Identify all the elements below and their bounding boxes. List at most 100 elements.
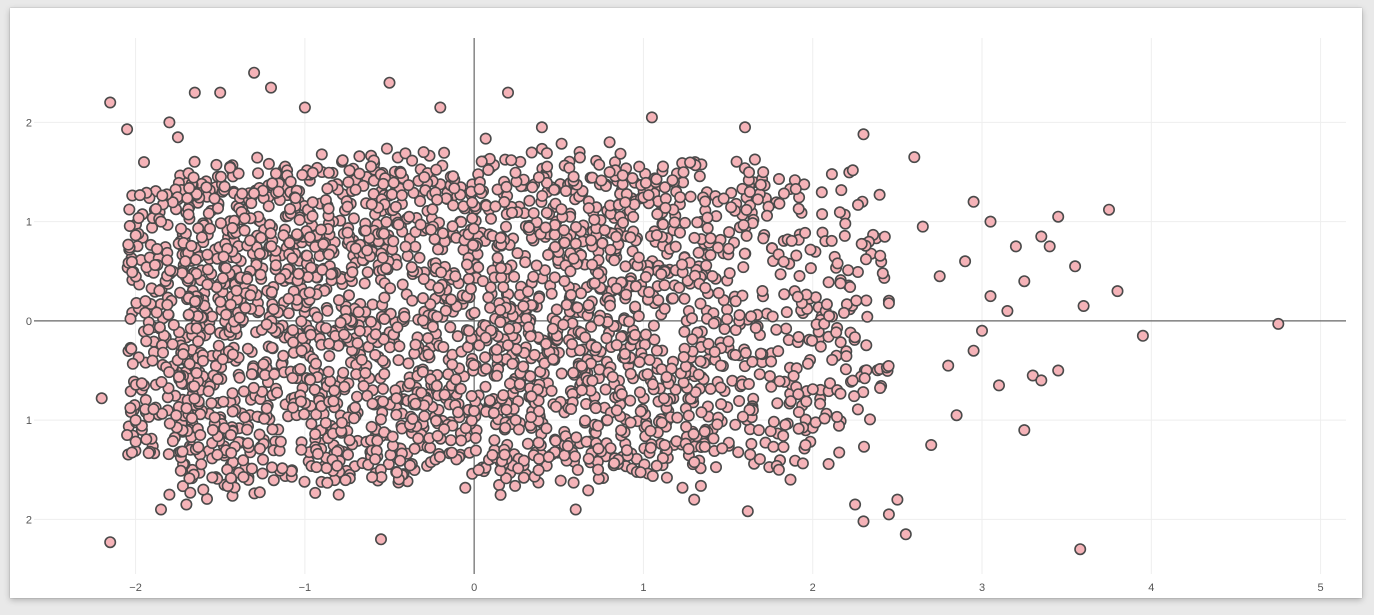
- scatter-point: [532, 405, 545, 418]
- scatter-point: [283, 236, 296, 249]
- scatter-point: [406, 294, 419, 307]
- scatter-point: [568, 450, 581, 463]
- scatter-point: [580, 435, 593, 448]
- scatter-point: [831, 257, 844, 270]
- scatter-point: [723, 267, 736, 280]
- scatter-point: [600, 332, 613, 345]
- scatter-point: [540, 176, 553, 189]
- scatter-point: [835, 184, 848, 197]
- y-tick-label: 2: [26, 514, 32, 526]
- scatter-point: [655, 268, 668, 281]
- scatter-point: [295, 443, 308, 456]
- scatter-point: [226, 348, 239, 361]
- scatter-point: [639, 176, 652, 189]
- scatter-point: [524, 370, 537, 383]
- scatter-point: [541, 160, 554, 173]
- scatter-point: [555, 367, 568, 380]
- scatter-point: [426, 320, 439, 333]
- scatter-point: [464, 282, 477, 295]
- scatter-point: [620, 444, 633, 457]
- scatter-point: [777, 187, 790, 200]
- scatter-point: [623, 315, 636, 328]
- scatter-point: [262, 157, 275, 170]
- scatter-point: [620, 288, 633, 301]
- scatter-point: [293, 213, 306, 226]
- scatter-point: [773, 375, 786, 388]
- scatter-point: [256, 467, 269, 480]
- scatter-point: [677, 350, 690, 363]
- scatter-point: [163, 116, 176, 129]
- y-axis-tick-labels: 2 1 0 1 2: [26, 117, 32, 526]
- scatter-point: [187, 171, 200, 184]
- scatter-point: [494, 303, 507, 316]
- scatter-point: [561, 439, 574, 452]
- scatter-point: [686, 333, 699, 346]
- scatter-point: [238, 411, 251, 424]
- scatter-point: [851, 198, 864, 211]
- scatter-point: [760, 209, 773, 222]
- scatter-point: [416, 314, 429, 327]
- scatter-point: [642, 286, 655, 299]
- scatter-point: [715, 398, 728, 411]
- scatter-point: [328, 384, 341, 397]
- scatter-point: [376, 382, 389, 395]
- scatter-point: [707, 432, 720, 445]
- scatter-point: [245, 197, 258, 210]
- scatter-point: [155, 215, 168, 228]
- scatter-point: [171, 131, 184, 144]
- scatter-point: [799, 438, 812, 451]
- scatter-point: [592, 463, 605, 476]
- scatter-point: [142, 447, 155, 460]
- scatter-point: [573, 151, 586, 164]
- scatter-point: [129, 229, 142, 242]
- scatter-point: [671, 411, 684, 424]
- scatter-point: [785, 234, 798, 247]
- scatter-point: [777, 440, 790, 453]
- scatter-point: [588, 213, 601, 226]
- scatter-point: [416, 292, 429, 305]
- scatter-point: [349, 183, 362, 196]
- scatter-point: [498, 448, 511, 461]
- scatter-point: [525, 146, 538, 159]
- scatter-point: [219, 262, 232, 275]
- scatter-point: [322, 248, 335, 261]
- scatter-point: [842, 264, 855, 277]
- scatter-point: [319, 322, 332, 335]
- scatter-point: [634, 466, 647, 479]
- scatter-point: [745, 437, 758, 450]
- scatter-point: [694, 479, 707, 492]
- scatter-point: [666, 174, 679, 187]
- scatter-point: [369, 328, 382, 341]
- scatter-point: [604, 243, 617, 256]
- scatter-point: [549, 400, 562, 413]
- scatter-point: [546, 322, 559, 335]
- scatter-point: [406, 412, 419, 425]
- scatter-point: [765, 355, 778, 368]
- scatter-point: [393, 340, 406, 353]
- scatter-point: [455, 434, 468, 447]
- scatter-point: [644, 441, 657, 454]
- scatter-point: [163, 488, 176, 501]
- scatter-point: [586, 258, 599, 271]
- scatter-point: [757, 166, 770, 179]
- scatter-point: [984, 215, 997, 228]
- scatter-point: [241, 423, 254, 436]
- scatter-point: [308, 383, 321, 396]
- scatter-point: [660, 471, 673, 484]
- scatter-point: [479, 351, 492, 364]
- scatter-point: [1052, 364, 1065, 377]
- scatter-point: [262, 200, 275, 213]
- scatter-point: [284, 175, 297, 188]
- scatter-point: [899, 528, 912, 541]
- scatter-point: [138, 156, 151, 169]
- scatter-point: [658, 439, 671, 452]
- scatter-point: [439, 304, 452, 317]
- scatter-point: [467, 222, 480, 235]
- scatter-point: [355, 353, 368, 366]
- scatter-point: [959, 255, 972, 268]
- scatter-point: [701, 222, 714, 235]
- scatter-point: [674, 191, 687, 204]
- scatter-point: [402, 357, 415, 370]
- scatter-point: [374, 533, 387, 546]
- scatter-point: [767, 415, 780, 428]
